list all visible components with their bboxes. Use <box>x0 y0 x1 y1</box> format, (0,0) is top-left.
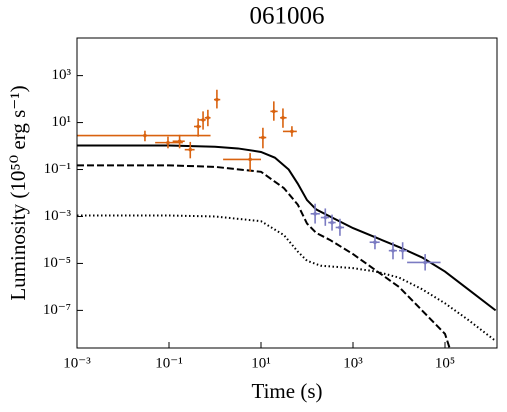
data-point <box>261 135 265 140</box>
data-point <box>248 157 252 162</box>
y-tick-label: 10¹ <box>52 114 72 130</box>
x-axis-label: Time (s) <box>252 379 323 403</box>
data-point <box>215 97 219 102</box>
y-tick-label: 10³ <box>52 67 72 83</box>
data-point <box>391 248 395 253</box>
data-point <box>196 124 200 129</box>
data-point <box>177 139 182 144</box>
data-point <box>201 118 205 122</box>
data-point <box>423 260 427 265</box>
y-tick-label: 10⁻⁷ <box>43 302 71 318</box>
data-point <box>272 109 276 114</box>
model-curve <box>77 214 497 342</box>
model-curve <box>77 164 451 348</box>
x-tick-label: 10⁵ <box>435 355 455 371</box>
chart-title: 061006 <box>250 3 325 30</box>
data-point <box>313 212 317 216</box>
data-point <box>330 220 334 225</box>
y-tick-label: 10⁻¹ <box>44 161 71 177</box>
data-point <box>206 115 210 120</box>
data-point <box>373 240 377 245</box>
y-axis-label: Luminosity (10⁵⁰ erg s⁻¹) <box>6 85 30 300</box>
x-tick-label: 10³ <box>343 355 363 371</box>
data-point <box>143 133 147 138</box>
data-point <box>290 129 294 134</box>
data-point <box>188 147 193 152</box>
data-point <box>281 115 285 120</box>
data-point <box>338 225 342 230</box>
y-tick-label: 10⁻³ <box>44 208 72 224</box>
x-tick-label: 10¹ <box>251 355 271 371</box>
x-tick-label: 10⁻³ <box>63 355 91 371</box>
data-point <box>323 215 328 220</box>
data-point <box>400 248 405 253</box>
x-tick-label: 10⁻¹ <box>155 355 182 371</box>
model-curve <box>77 144 497 312</box>
plot-frame <box>76 37 498 349</box>
data-point <box>166 140 170 145</box>
y-tick-label: 10⁻⁵ <box>43 255 71 271</box>
